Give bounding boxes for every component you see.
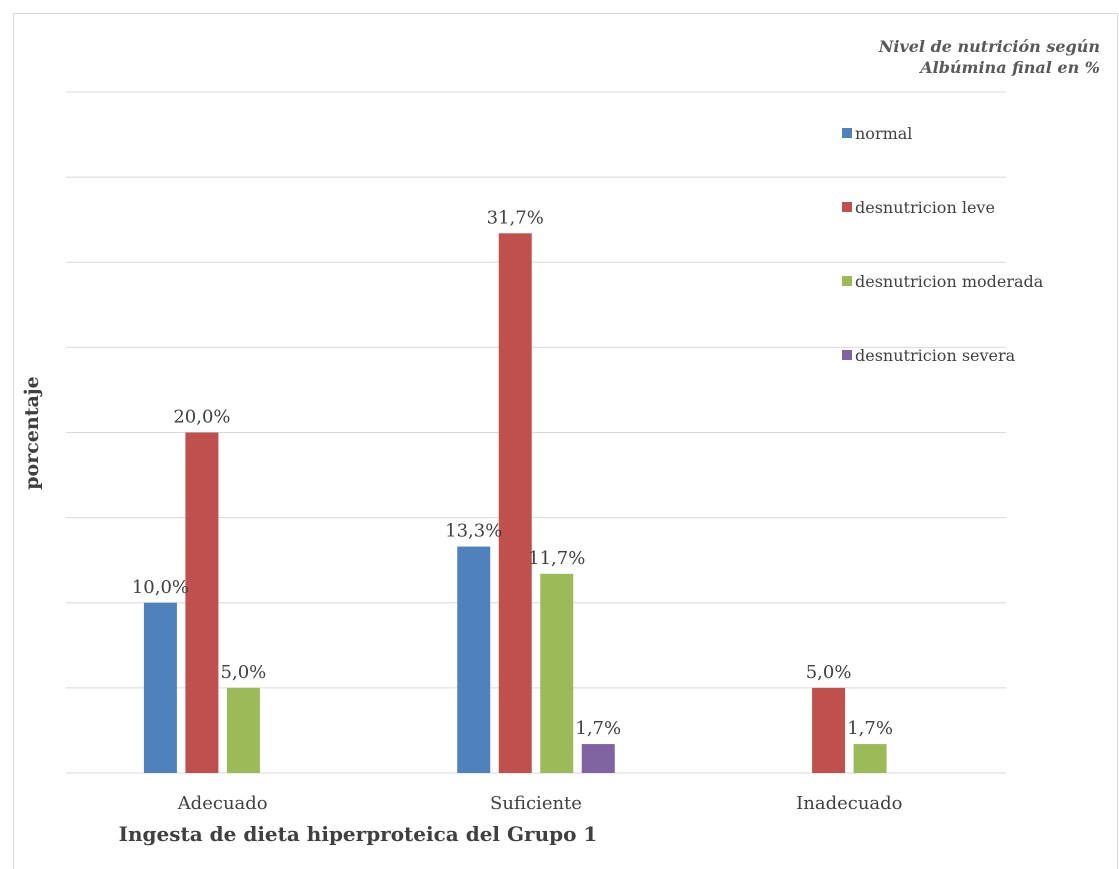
bar <box>226 687 260 773</box>
legend-item: desnutricion leve <box>842 197 995 217</box>
legend-swatch <box>842 350 852 360</box>
data-label: 13,3% <box>445 521 502 542</box>
legend-item: normal <box>842 123 912 143</box>
data-label: 1,7% <box>575 718 621 739</box>
data-label: 5,0% <box>221 662 267 683</box>
bar <box>812 687 846 773</box>
bar <box>457 546 491 773</box>
data-label: 1,7% <box>847 718 893 739</box>
bar <box>853 744 887 773</box>
category-label: Adecuado <box>177 793 268 814</box>
category-label: Inadecuado <box>796 793 902 814</box>
data-label: 20,0% <box>173 407 230 428</box>
data-label: 11,7% <box>528 548 585 569</box>
bar <box>143 602 177 773</box>
category-labels: Adecuado Suficiente Inadecuado <box>177 793 903 814</box>
legend-label: desnutricion moderada <box>855 271 1044 291</box>
legend-swatch <box>842 202 852 212</box>
data-label: 10,0% <box>132 577 189 598</box>
category-label: Suficiente <box>490 793 582 814</box>
legend-swatch <box>842 128 852 138</box>
legend-item: desnutricion moderada <box>842 271 1043 291</box>
legend-label: normal <box>855 123 913 143</box>
bars <box>143 233 887 773</box>
gridlines <box>66 91 1006 774</box>
chart-frame <box>13 13 1118 869</box>
y-axis-title: porcentaje <box>21 376 43 490</box>
data-label: 5,0% <box>806 662 852 683</box>
legend-item: desnutricion severa <box>842 345 1015 365</box>
x-axis-title: Ingesta de dieta hiperproteica del Grupo… <box>119 822 598 846</box>
legend-label: desnutricion leve <box>855 197 995 217</box>
bar <box>581 744 615 773</box>
legend-swatch <box>842 276 852 286</box>
legend-title: Nivel de nutrición según Albúmina final … <box>878 37 1100 77</box>
data-label: 31,7% <box>487 207 544 228</box>
bar <box>498 233 532 773</box>
bar <box>540 573 574 773</box>
legend-label: desnutricion severa <box>855 345 1016 365</box>
data-labels: 10,0% 20,0% 5,0% 13,3% 31,7% 11,7% 1,7% 5,0% 1,7… <box>132 207 893 739</box>
legend: Nivel de nutrición según Albúmina final … <box>842 36 1112 365</box>
bar <box>185 432 219 773</box>
